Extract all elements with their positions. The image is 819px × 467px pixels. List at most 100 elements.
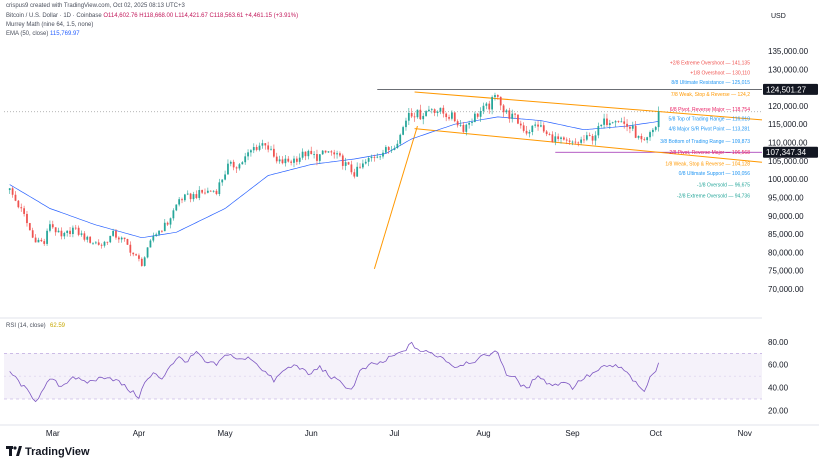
candle-body: [339, 153, 341, 156]
candle-body: [49, 224, 51, 231]
candle-body: [439, 107, 442, 112]
candle-body: [373, 157, 376, 158]
candle-body: [51, 224, 54, 228]
time-tick-label: Apr: [133, 429, 146, 438]
candle-body: [255, 147, 258, 150]
candle-body: [428, 109, 430, 112]
indicator-ema-legend[interactable]: EMA (50, close) 115,769.97: [6, 31, 80, 37]
time-tick-label: Sep: [565, 429, 580, 438]
price-tick-label: 105,000.00: [768, 157, 809, 166]
price-tick-label: 120,000.00: [768, 102, 809, 111]
candle-body: [123, 237, 126, 240]
murrey-level-label: 8/8 Ultimate Resistance — 125,015: [671, 80, 750, 86]
candle-body: [350, 164, 353, 173]
candle-body: [646, 137, 649, 141]
price-tick-label: 135,000.00: [768, 47, 809, 56]
candle-body: [353, 172, 356, 177]
candle-body: [69, 230, 71, 235]
candle-body: [511, 113, 514, 119]
candle-body: [316, 154, 318, 161]
price-tag-label: 107,347.34: [766, 148, 807, 157]
murrey-math-labels: +2/8 Extreme Overshoot — 141,135 +1/8 Ove…: [660, 61, 750, 200]
candle-body: [146, 247, 149, 258]
tradingview-logo[interactable]: TradingView: [6, 446, 90, 458]
candle-body: [11, 188, 14, 195]
candle-body: [445, 113, 448, 118]
candle-body: [583, 139, 585, 141]
candle-body: [195, 194, 198, 198]
murrey-level-label: 6/8 Pivot, Reverse Major — 118,754: [670, 107, 750, 113]
candle-body: [347, 162, 350, 165]
candle-body: [631, 125, 634, 129]
candle-body: [407, 112, 410, 121]
murrey-level-label: 4/8 Major S/R Pivot Point — 113,281: [669, 127, 751, 133]
rsi-tick-label: 20.00: [768, 406, 789, 415]
candle-body: [473, 113, 476, 123]
candle-body: [580, 139, 583, 143]
candle-body: [496, 95, 499, 97]
candle-body: [482, 105, 485, 112]
indicator-murrey-legend[interactable]: Murrey Math (nine 64, 1.5, none): [6, 22, 94, 28]
candle-body: [617, 121, 620, 122]
candle-body: [169, 218, 172, 225]
candle-body: [181, 199, 183, 201]
candle-body: [502, 105, 505, 113]
candle-body: [60, 230, 63, 237]
candle-body: [270, 148, 272, 150]
price-tick-label: 95,000.00: [768, 193, 804, 202]
candle-body: [528, 132, 531, 134]
candle-body: [115, 230, 117, 238]
murrey-level-label: 7/8 Weak, Stop & Reverse — 124,2: [671, 92, 750, 98]
rsi-band: [4, 353, 762, 399]
candle-body: [264, 143, 267, 146]
candle-body: [293, 158, 295, 163]
candle-body: [522, 125, 525, 131]
time-tick-label: Jun: [305, 429, 318, 438]
candle-body: [275, 156, 278, 162]
candle-body: [336, 153, 338, 155]
time-tick-label: Jul: [389, 429, 399, 438]
candle-body: [611, 122, 614, 124]
candle-body: [250, 150, 252, 153]
candle-body: [488, 103, 491, 110]
candle-body: [232, 161, 235, 168]
candle-body: [341, 155, 344, 166]
candle-body: [261, 143, 264, 146]
candle-body: [310, 150, 313, 155]
candle-body: [324, 150, 327, 153]
candle-body: [161, 230, 163, 232]
murrey-level-label: -1/8 Oversold — 96,675: [697, 182, 750, 188]
candle-body: [485, 103, 488, 106]
candle-body: [657, 111, 660, 128]
candle-body: [410, 112, 413, 117]
candle-body: [359, 166, 361, 168]
drawing-overlays: [4, 89, 763, 270]
candle-body: [574, 141, 577, 143]
candle-body: [281, 159, 284, 164]
candle-body: [459, 124, 462, 126]
candle-body: [436, 111, 439, 114]
candle-body: [442, 107, 445, 114]
candle-body: [163, 222, 166, 232]
candle-body: [235, 167, 238, 169]
candle-body: [568, 140, 571, 142]
candle-body: [623, 121, 626, 124]
candle-body: [603, 118, 605, 125]
candle-body: [155, 234, 158, 237]
price-tick-label: 85,000.00: [768, 230, 804, 239]
time-tick-label: Oct: [650, 429, 663, 438]
candle-body: [83, 233, 86, 240]
price-tick-label: 115,000.00: [768, 120, 808, 129]
candle-body: [456, 121, 459, 126]
candle-body: [158, 230, 160, 235]
ema-legend-label: EMA (50, close): [6, 31, 49, 37]
candle-body: [399, 134, 402, 144]
candle-body: [186, 193, 189, 195]
candle-body: [514, 113, 516, 115]
candle-body: [267, 145, 270, 150]
candle-body: [135, 254, 137, 256]
candle-body: [212, 190, 215, 192]
price-tick-label: 130,000.00: [768, 65, 809, 74]
candle-body: [238, 164, 241, 169]
